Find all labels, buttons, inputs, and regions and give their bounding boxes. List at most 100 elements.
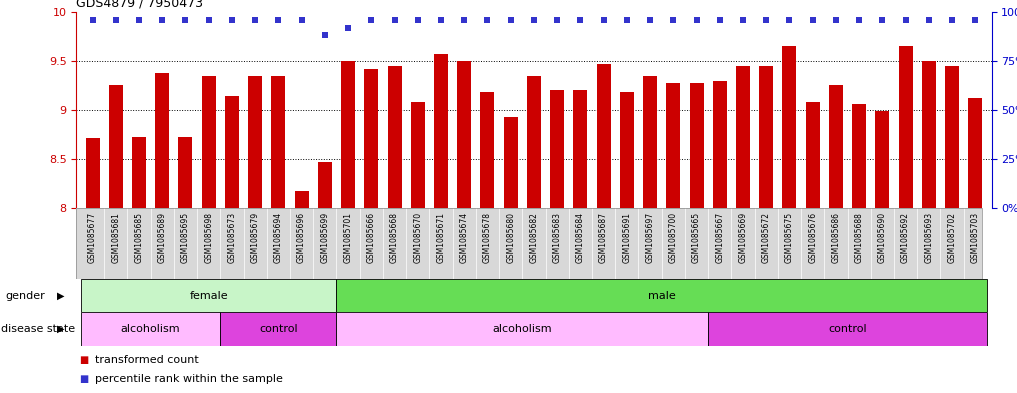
- Point: [433, 17, 450, 23]
- Bar: [364, 69, 378, 208]
- Bar: [221, 312, 337, 346]
- Point: [549, 17, 565, 23]
- Point: [689, 17, 705, 23]
- Bar: [480, 92, 494, 208]
- Point: [642, 17, 658, 23]
- Bar: [713, 81, 727, 208]
- Bar: [782, 46, 796, 208]
- Bar: [620, 92, 634, 208]
- Point: [596, 17, 612, 23]
- Point: [271, 17, 287, 23]
- Bar: [201, 75, 216, 208]
- Bar: [805, 102, 820, 208]
- Bar: [434, 54, 447, 208]
- Point: [758, 17, 774, 23]
- Bar: [852, 104, 866, 208]
- Point: [456, 17, 472, 23]
- Text: GSM1085666: GSM1085666: [367, 212, 376, 263]
- Bar: [179, 136, 192, 208]
- Bar: [156, 73, 169, 208]
- Point: [363, 17, 379, 23]
- Text: GSM1085676: GSM1085676: [809, 212, 818, 263]
- Text: GSM1085669: GSM1085669: [738, 212, 747, 263]
- Text: GSM1085674: GSM1085674: [460, 212, 469, 263]
- Text: alcoholism: alcoholism: [492, 324, 552, 334]
- Text: control: control: [828, 324, 866, 334]
- Bar: [760, 66, 773, 208]
- Text: ■: ■: [79, 374, 88, 384]
- Text: GSM1085702: GSM1085702: [948, 212, 957, 263]
- Text: GSM1085685: GSM1085685: [134, 212, 143, 263]
- Bar: [81, 279, 337, 312]
- Point: [944, 17, 960, 23]
- Text: GSM1085686: GSM1085686: [832, 212, 840, 263]
- Point: [804, 17, 821, 23]
- Bar: [225, 96, 239, 208]
- Bar: [318, 162, 332, 208]
- Bar: [411, 102, 425, 208]
- Text: GSM1085668: GSM1085668: [391, 212, 399, 263]
- Text: GSM1085682: GSM1085682: [530, 212, 538, 263]
- Point: [224, 17, 240, 23]
- Point: [875, 17, 891, 23]
- Text: GSM1085699: GSM1085699: [320, 212, 330, 263]
- Bar: [387, 66, 402, 208]
- Text: GSM1085673: GSM1085673: [228, 212, 236, 263]
- Text: GSM1085677: GSM1085677: [88, 212, 97, 263]
- Bar: [574, 90, 588, 208]
- Text: GSM1085689: GSM1085689: [158, 212, 167, 263]
- Text: GSM1085681: GSM1085681: [111, 212, 120, 263]
- Bar: [708, 312, 986, 346]
- Text: GSM1085688: GSM1085688: [854, 212, 863, 263]
- Text: GSM1085698: GSM1085698: [204, 212, 214, 263]
- Bar: [81, 312, 221, 346]
- Bar: [921, 61, 936, 208]
- Point: [502, 17, 519, 23]
- Bar: [272, 75, 286, 208]
- Point: [828, 17, 844, 23]
- Bar: [503, 117, 518, 208]
- Point: [618, 17, 635, 23]
- Text: ▶: ▶: [57, 291, 64, 301]
- Text: GSM1085684: GSM1085684: [576, 212, 585, 263]
- Bar: [876, 111, 889, 208]
- Point: [155, 17, 171, 23]
- Point: [665, 17, 681, 23]
- Bar: [248, 75, 262, 208]
- Point: [712, 17, 728, 23]
- Bar: [643, 75, 657, 208]
- Text: ▶: ▶: [57, 324, 64, 334]
- Point: [84, 17, 101, 23]
- Point: [851, 17, 868, 23]
- Text: disease state: disease state: [1, 324, 75, 334]
- Text: GSM1085695: GSM1085695: [181, 212, 190, 263]
- Text: GDS4879 / 7950473: GDS4879 / 7950473: [76, 0, 203, 9]
- Text: GSM1085690: GSM1085690: [878, 212, 887, 263]
- Bar: [295, 191, 308, 208]
- Point: [781, 17, 797, 23]
- Text: GSM1085671: GSM1085671: [436, 212, 445, 263]
- Text: GSM1085692: GSM1085692: [901, 212, 910, 263]
- Bar: [337, 312, 708, 346]
- Bar: [666, 83, 680, 208]
- Text: GSM1085667: GSM1085667: [715, 212, 724, 263]
- Point: [340, 24, 356, 31]
- Point: [967, 17, 983, 23]
- Point: [735, 17, 752, 23]
- Bar: [690, 83, 704, 208]
- Point: [920, 17, 937, 23]
- Point: [108, 17, 124, 23]
- Bar: [597, 64, 610, 208]
- Text: GSM1085691: GSM1085691: [622, 212, 632, 263]
- Text: ■: ■: [79, 354, 88, 365]
- Text: GSM1085687: GSM1085687: [599, 212, 608, 263]
- Text: GSM1085675: GSM1085675: [785, 212, 794, 263]
- Text: GSM1085700: GSM1085700: [669, 212, 677, 263]
- Bar: [458, 61, 471, 208]
- Text: percentile rank within the sample: percentile rank within the sample: [95, 374, 283, 384]
- Point: [897, 17, 913, 23]
- Point: [386, 17, 403, 23]
- Bar: [968, 98, 982, 208]
- Bar: [85, 138, 100, 208]
- Text: GSM1085701: GSM1085701: [344, 212, 353, 263]
